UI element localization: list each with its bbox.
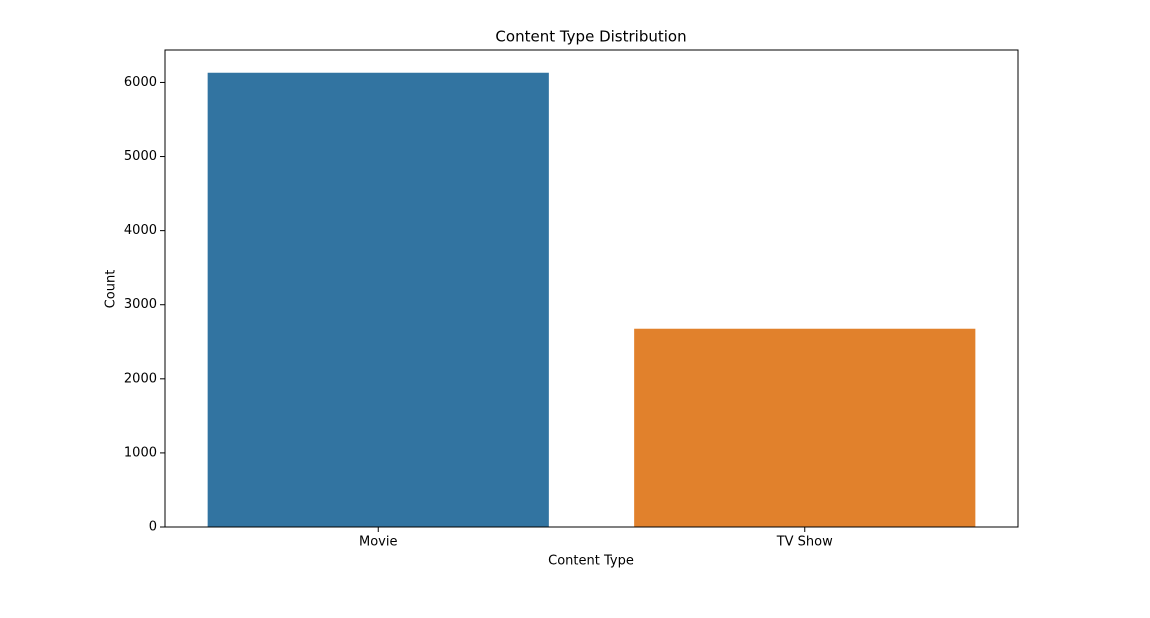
y-tick-label: 6000 bbox=[124, 75, 157, 90]
y-tick-label: 4000 bbox=[124, 223, 157, 238]
x-axis-label: Content Type bbox=[548, 554, 634, 569]
bar bbox=[634, 328, 976, 527]
y-axis-label: Count bbox=[104, 270, 119, 309]
y-tick-label: 0 bbox=[149, 520, 157, 535]
chart-title: Content Type Distribution bbox=[495, 28, 686, 46]
y-tick-label: 3000 bbox=[124, 297, 157, 312]
bar bbox=[207, 72, 549, 528]
x-tick-label: TV Show bbox=[776, 535, 833, 550]
y-tick-label: 1000 bbox=[124, 445, 157, 460]
plot-frame bbox=[164, 49, 1019, 528]
x-tick-label: Movie bbox=[359, 535, 397, 550]
y-tick-label: 5000 bbox=[124, 149, 157, 164]
y-tick-label: 2000 bbox=[124, 371, 157, 386]
